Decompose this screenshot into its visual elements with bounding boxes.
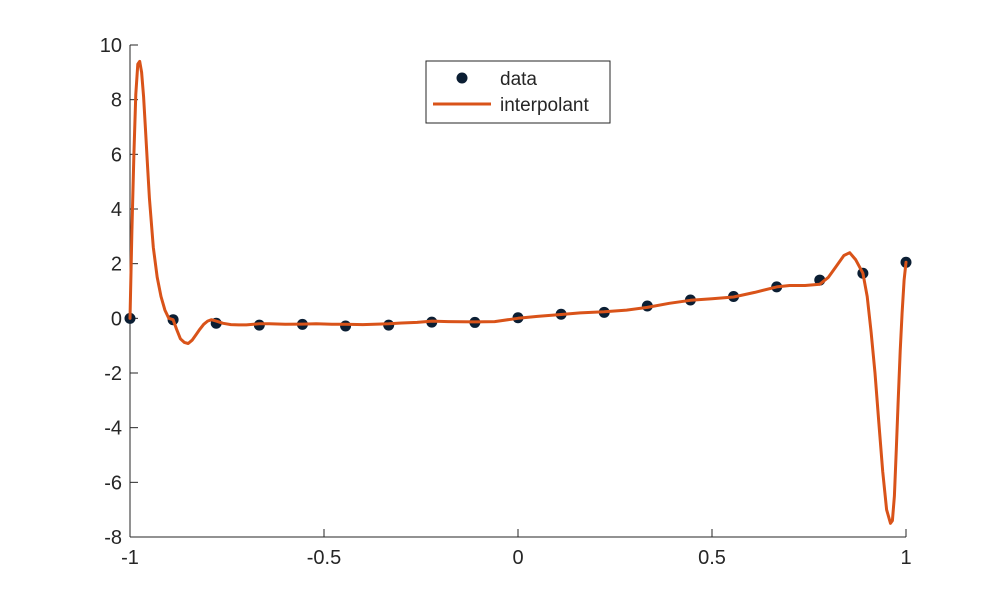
y-tick-label: -6 (104, 472, 122, 494)
y-tick-label: 8 (111, 90, 122, 112)
data-point (340, 320, 352, 332)
legend: data interpolant (425, 60, 611, 124)
series-layer (124, 59, 912, 525)
y-tick-label: 4 (111, 199, 122, 221)
x-tick-label: -1 (121, 547, 139, 569)
y-tick-label: 2 (111, 254, 122, 276)
plot-axes: -1 -0.5 0 0.5 1 10 8 6 4 2 0 -2 -4 -6 -8 (100, 35, 912, 569)
y-tick-label: 0 (111, 308, 122, 330)
x-tick-label: 1 (900, 547, 911, 569)
x-tick-label: 0.5 (698, 547, 726, 569)
legend-box (425, 60, 611, 124)
y-tick-label: -2 (104, 363, 122, 385)
y-tick-label: -8 (104, 527, 122, 549)
y-tick-label: -4 (104, 418, 122, 440)
y-tick-label: 10 (100, 35, 122, 57)
legend-label-interpolant: interpolant (500, 95, 589, 116)
legend-marker-data (456, 72, 468, 84)
y-tick-label: 6 (111, 144, 122, 166)
x-tick-label: -0.5 (307, 547, 341, 569)
interpolant-line (128, 59, 908, 525)
legend-label-data: data (500, 69, 537, 90)
x-tick-label: 0 (512, 547, 523, 569)
